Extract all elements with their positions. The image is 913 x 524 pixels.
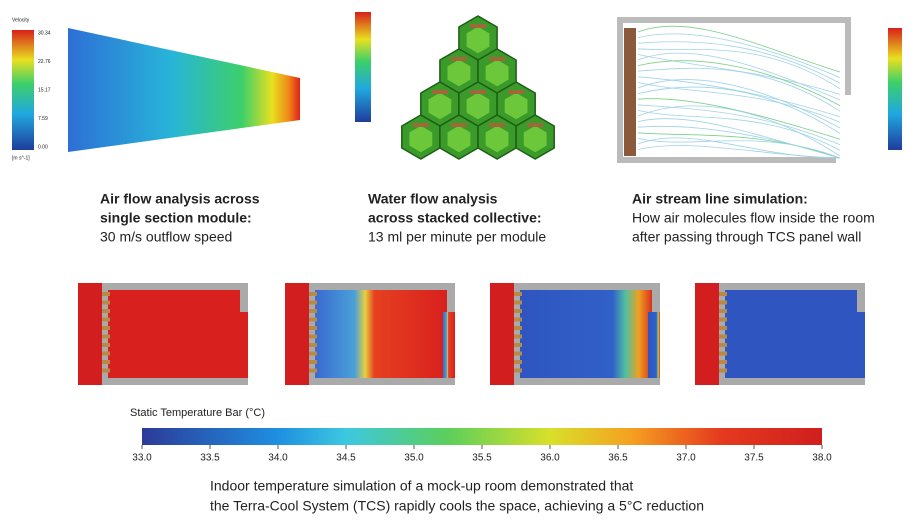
tcs-panel bbox=[624, 28, 636, 156]
water-colorbar bbox=[355, 12, 371, 122]
caption-heading: Air flow analysis across bbox=[100, 191, 260, 207]
velocity-colorbar bbox=[12, 30, 34, 150]
tick-label: 34.0 bbox=[268, 453, 288, 464]
module-top bbox=[489, 123, 505, 127]
velocity-trapezoid bbox=[68, 28, 300, 152]
caption-heading: across stacked collective: bbox=[368, 210, 542, 226]
panel-tooth bbox=[514, 369, 522, 373]
panel-tooth bbox=[309, 292, 317, 296]
tick-label: 33.0 bbox=[132, 453, 152, 464]
caption-text: 30 m/s outflow speed bbox=[100, 229, 232, 245]
panel-tooth bbox=[102, 343, 110, 347]
footer-line: the Terra-Cool System (TCS) rapidly cool… bbox=[210, 498, 704, 514]
panel-tooth bbox=[514, 360, 522, 364]
room-interior bbox=[520, 290, 652, 378]
panel-tooth bbox=[719, 352, 727, 356]
temperature-bar-title: Static Temperature Bar (°C) bbox=[130, 407, 265, 419]
panel-tooth bbox=[102, 326, 110, 330]
module-top bbox=[508, 90, 524, 94]
caption-text: after passing through TCS panel wall bbox=[632, 229, 861, 245]
panel-tooth bbox=[309, 335, 317, 339]
caption-heading: single section module: bbox=[100, 210, 252, 226]
panel-tooth bbox=[719, 318, 727, 322]
panel-tooth bbox=[514, 309, 522, 313]
panel-tooth bbox=[309, 360, 317, 364]
module-top bbox=[451, 123, 467, 127]
stream-colorbar bbox=[888, 28, 902, 150]
panel-tooth bbox=[102, 309, 110, 313]
legend-unit: [m s^-1] bbox=[12, 155, 30, 161]
module-top bbox=[489, 57, 505, 61]
room-opening bbox=[236, 312, 248, 378]
module-top bbox=[451, 57, 467, 61]
panel-tooth bbox=[309, 352, 317, 356]
footer-line: Indoor temperature simulation of a mock-… bbox=[210, 478, 633, 494]
room-wall bbox=[695, 283, 719, 385]
module-top bbox=[470, 24, 486, 28]
caption-heading: Water flow analysis bbox=[368, 191, 498, 207]
panel-tooth bbox=[719, 309, 727, 313]
module-top bbox=[527, 123, 543, 127]
legend-tick-label: 7.59 bbox=[38, 116, 48, 122]
room-opening bbox=[443, 312, 455, 378]
caption-text: 13 ml per minute per module bbox=[368, 229, 546, 245]
room-wall bbox=[285, 283, 309, 385]
legend-tick-label: 0.00 bbox=[38, 144, 48, 150]
panel-tooth bbox=[514, 343, 522, 347]
caption-text: How air molecules flow inside the room bbox=[632, 210, 875, 226]
legend-tick-label: 15.17 bbox=[38, 87, 51, 93]
legend-title: Velocity bbox=[12, 17, 30, 23]
panel-tooth bbox=[102, 318, 110, 322]
panel-tooth bbox=[719, 343, 727, 347]
room-opening bbox=[853, 312, 865, 378]
panel-tooth bbox=[102, 360, 110, 364]
room-opening bbox=[648, 312, 660, 378]
tick-label: 37.5 bbox=[744, 453, 764, 464]
panel-tooth bbox=[102, 292, 110, 296]
room-wall bbox=[490, 283, 514, 385]
panel-tooth bbox=[719, 360, 727, 364]
module-top bbox=[432, 90, 448, 94]
figure: Velocity 30.34 22.76 15.17 7.59 0.00 [m s^-1… bbox=[0, 0, 913, 524]
module-top bbox=[470, 90, 486, 94]
panel-tooth bbox=[309, 343, 317, 347]
panel-tooth bbox=[514, 292, 522, 296]
module-top bbox=[413, 123, 429, 127]
room-interior bbox=[725, 290, 857, 378]
panel-tooth bbox=[514, 326, 522, 330]
panel-tooth bbox=[102, 369, 110, 373]
panel-tooth bbox=[102, 301, 110, 305]
panel-tooth bbox=[309, 309, 317, 313]
room-interior bbox=[315, 290, 447, 378]
tick-label: 37.0 bbox=[676, 453, 696, 464]
tick-label: 34.5 bbox=[336, 453, 356, 464]
panel-tooth bbox=[514, 318, 522, 322]
panel-tooth bbox=[102, 352, 110, 356]
legend-tick-label: 30.34 bbox=[38, 30, 51, 36]
room-wall bbox=[78, 283, 102, 385]
tick-label: 35.5 bbox=[472, 453, 492, 464]
panel-tooth bbox=[719, 301, 727, 305]
panel-tooth bbox=[719, 369, 727, 373]
panel-tooth bbox=[309, 326, 317, 330]
panel-tooth bbox=[309, 369, 317, 373]
legend-tick-label: 22.76 bbox=[38, 59, 51, 65]
caption-heading: Air stream line simulation: bbox=[632, 191, 808, 207]
tick-label: 36.0 bbox=[540, 453, 560, 464]
panel-tooth bbox=[514, 352, 522, 356]
tick-label: 38.0 bbox=[812, 453, 832, 464]
temperature-colorbar bbox=[142, 428, 822, 445]
panel-tooth bbox=[514, 301, 522, 305]
panel-tooth bbox=[719, 326, 727, 330]
panel-tooth bbox=[309, 301, 317, 305]
panel-tooth bbox=[102, 335, 110, 339]
tick-label: 36.5 bbox=[608, 453, 628, 464]
room-interior bbox=[108, 290, 240, 378]
tick-label: 33.5 bbox=[200, 453, 220, 464]
panel-tooth bbox=[309, 318, 317, 322]
panel-tooth bbox=[719, 335, 727, 339]
tick-label: 35.0 bbox=[404, 453, 424, 464]
panel-tooth bbox=[514, 335, 522, 339]
panel-tooth bbox=[719, 292, 727, 296]
